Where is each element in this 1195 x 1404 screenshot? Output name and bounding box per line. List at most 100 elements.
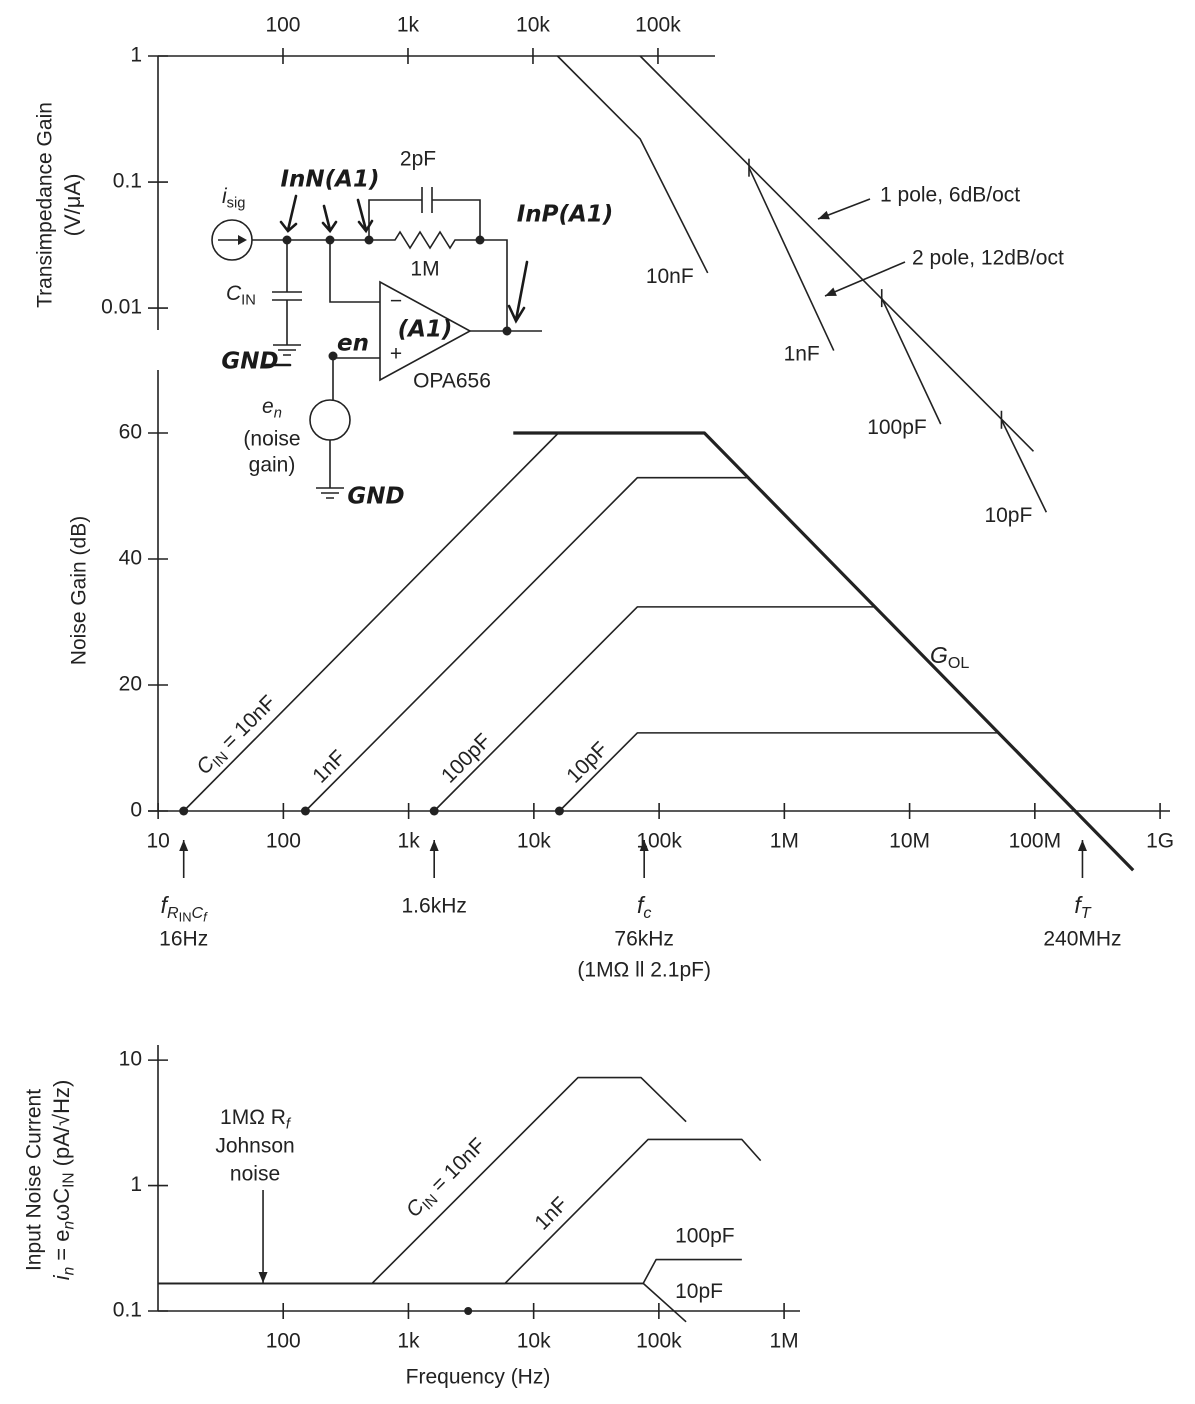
node (475, 235, 485, 245)
series-line (304, 476, 749, 812)
annotation: 1.6kHz (402, 895, 467, 918)
text-part: (V/μA) (60, 174, 85, 237)
annotation: (1MΩ ll 2.1pF) (577, 959, 711, 982)
text-part: (pA/√Hz) (49, 1080, 74, 1173)
x-tick-label: 100M (1009, 830, 1062, 853)
text-part: sig (227, 195, 246, 211)
annotation-arrow (817, 198, 871, 220)
annotation: 1MΩ Rf (220, 1106, 292, 1133)
handwritten-note: en (337, 331, 369, 357)
y-axis-title: Input Noise Current (23, 1089, 46, 1271)
text-part: ωC (49, 1188, 74, 1221)
text-part: i (222, 185, 228, 208)
series-line (183, 432, 559, 812)
arrow-head (179, 840, 189, 851)
text-part: IN (179, 910, 192, 925)
y-axis-title: Noise Gain (dB) (68, 516, 91, 665)
node (364, 235, 374, 245)
annotation: 16Hz (159, 928, 208, 951)
text-part: 100pF (867, 416, 927, 439)
text-part: 1MΩ R (220, 1106, 286, 1129)
text-part: f (1074, 892, 1083, 918)
en-label: en (262, 395, 282, 422)
arrow-shaft (824, 261, 906, 297)
text-part: 1nF (784, 342, 820, 365)
series-label: CIN = 10nF (401, 1133, 492, 1224)
annotation: 2 pole, 12dB/oct (912, 247, 1064, 270)
arrow-head (639, 840, 649, 851)
text-part: f (286, 1116, 292, 1132)
opamp (379, 280, 472, 382)
frequency-arrow (1077, 840, 1087, 878)
text-part: 10pF (675, 1279, 723, 1302)
res-label: 1M (410, 258, 439, 281)
text-part: OL (948, 654, 970, 672)
series-label: 10pF (562, 737, 612, 787)
x-tick-label: 100 (266, 1330, 301, 1353)
text-part: 1nF (530, 1192, 572, 1234)
text-part: T (1081, 904, 1092, 922)
series-label: CIN = 10nF (192, 691, 283, 782)
x-tick-label: 1k (397, 1330, 420, 1353)
arrow-head (825, 287, 837, 296)
text-part: f (203, 910, 208, 925)
text-part: c (643, 904, 651, 922)
x-tick-label: 1M (770, 830, 799, 853)
text-part: G (930, 642, 948, 668)
cin-label: CIN (226, 282, 256, 309)
handwritten-note: GND (347, 484, 404, 510)
x-tick-label: 10k (516, 14, 550, 37)
source-label: isig (222, 185, 245, 212)
text-part: 100pF (675, 1224, 735, 1247)
series-line (556, 55, 709, 274)
opamp-label: OPA656 (413, 370, 491, 393)
handwritten-note: InP(A1) (517, 202, 614, 228)
text-part: e (262, 395, 274, 418)
annotation-symbol: fc (637, 892, 651, 922)
series-line (558, 732, 998, 812)
x-tick-label: 10k (517, 1330, 551, 1353)
feedback-capacitor (368, 187, 481, 240)
series-line (158, 1258, 742, 1285)
node (502, 326, 512, 336)
y-tick-label: 1 (130, 1173, 142, 1196)
arrow-head (258, 1272, 268, 1283)
input-capacitor (272, 240, 302, 356)
text-part: IN (241, 292, 256, 308)
series-label: 10pF (984, 504, 1032, 527)
series-label: 1nF (530, 1192, 572, 1234)
series-line (881, 297, 942, 425)
nodes (282, 235, 512, 361)
x-tick-label: 100k (636, 830, 682, 853)
series-label: 100pF (867, 416, 927, 439)
annotation: 76kHz (614, 928, 674, 951)
series-line (639, 55, 1035, 452)
series-line (748, 167, 835, 351)
y-axis-title: Transimpedance Gain (34, 102, 57, 308)
series-line (433, 606, 877, 812)
series-label: 10pF (675, 1279, 723, 1302)
x-tick-label: 1G (1146, 830, 1174, 853)
text-part: f (637, 892, 646, 918)
frequency-arrow (429, 840, 439, 878)
y-tick-label: 20 (119, 673, 142, 696)
text-part: 10pF (562, 737, 612, 787)
annotation-arrow (824, 261, 906, 297)
y-tick-label: 40 (119, 547, 142, 570)
handwritten-note: InN(A1) (280, 167, 379, 193)
frequency-arrow (179, 840, 189, 878)
x-tick-label: 10 (146, 830, 169, 853)
annotation-symbol: fRINCf (161, 892, 209, 925)
handwritten-note: (A1) (398, 317, 453, 343)
node (282, 235, 292, 245)
series-line (1000, 419, 1048, 513)
x-tick-label: 100 (266, 830, 301, 853)
text-part: C (192, 904, 204, 922)
annotation: Johnson (215, 1135, 294, 1158)
text-part: n (61, 1221, 78, 1230)
arrow-head (429, 840, 439, 851)
series-label: 1nF (784, 342, 820, 365)
x-tick-label: 10k (517, 830, 551, 853)
feedback-wire (252, 230, 508, 331)
